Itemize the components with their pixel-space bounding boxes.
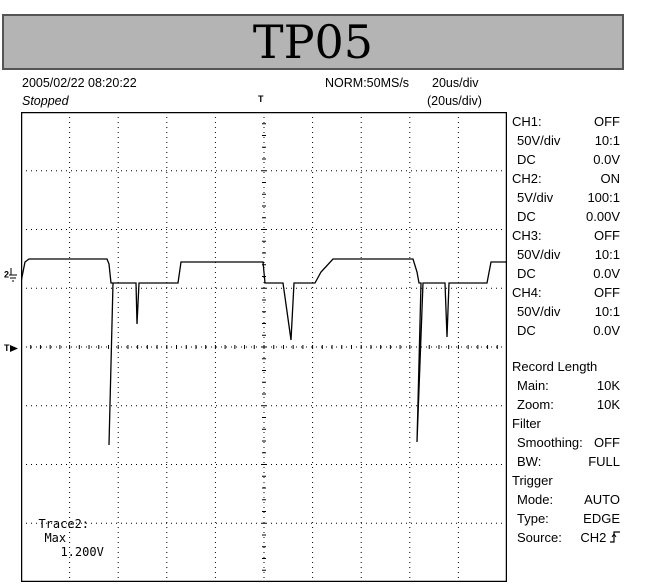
- trace-readout: Trace2: Max 1.200V: [24, 503, 104, 559]
- channel2-trace: [21, 258, 507, 446]
- title-text: TP05: [252, 15, 374, 69]
- record-zoom-row: Zoom: 10K: [517, 397, 620, 412]
- filter-smoothing-row: Smoothing: OFF: [517, 435, 620, 450]
- title-banner: TP05: [2, 14, 624, 70]
- filter-bw-row: BW: FULL: [517, 454, 620, 469]
- record-main-row: Main: 10K: [517, 378, 620, 393]
- scope-screen: [21, 112, 507, 582]
- channel3-header-row: CH3: OFF: [512, 228, 620, 243]
- rising-edge-icon: [610, 531, 620, 543]
- settings-panel: CH1: OFF 50V/div 10:1 DC 0.0V CH2: ON 5V/div 100:…: [512, 112, 642, 582]
- status-label: Stopped: [22, 94, 69, 108]
- record-length-heading: Record Length: [512, 359, 598, 374]
- trigger-type-row: Type: EDGE: [517, 511, 620, 526]
- readout-measure: Max: [44, 531, 67, 545]
- channel1-header-row: CH1: OFF: [512, 114, 620, 129]
- datetime-label: 2005/02/22 08:20:22: [22, 76, 137, 90]
- channel1-scale-row: 50V/div 10:1: [517, 133, 620, 148]
- channel2-scale-row: 5V/div 100:1: [517, 190, 620, 205]
- channel1-coupling-row: DC 0.0V: [517, 152, 620, 167]
- readout-label: Trace2:: [38, 517, 90, 531]
- channel2-coupling-row: DC 0.00V: [517, 209, 620, 224]
- readout-value: 1.200V: [60, 545, 104, 559]
- trigger-mode-row: Mode: AUTO: [517, 492, 620, 507]
- trigger-heading: Trigger: [512, 473, 553, 488]
- trigger-position-text: T: [258, 94, 264, 104]
- trigger-position-marker: T: [258, 94, 264, 104]
- channel-ground-text: 2: [4, 269, 10, 280]
- graticule: [21, 112, 507, 582]
- channel4-scale-row: 50V/div 10:1: [517, 304, 620, 319]
- timebase-label: 20us/div: [432, 76, 479, 90]
- trigger-source-value: CH2: [580, 530, 607, 545]
- filter-heading: Filter: [512, 416, 541, 431]
- acquisition-mode-label: NORM:50MS/s: [325, 76, 410, 90]
- channel4-header-row: CH4: OFF: [512, 285, 620, 300]
- trigger-source-row: Source: CH2: [512, 528, 620, 547]
- channel-ground-marker: 2: [4, 268, 18, 282]
- trigger-level-marker: T: [4, 343, 19, 353]
- trigger-level-arrow-icon: [9, 345, 18, 353]
- trigger-level-text: T: [4, 343, 10, 353]
- channel3-coupling-row: DC 0.0V: [517, 266, 620, 281]
- ground-icon: [9, 268, 18, 282]
- channel3-scale-row: 50V/div 10:1: [517, 247, 620, 262]
- channel4-coupling-row: DC 0.0V: [517, 323, 620, 338]
- zoom-timebase-label: (20us/div): [427, 94, 482, 108]
- channel2-header-row: CH2: ON: [512, 171, 620, 186]
